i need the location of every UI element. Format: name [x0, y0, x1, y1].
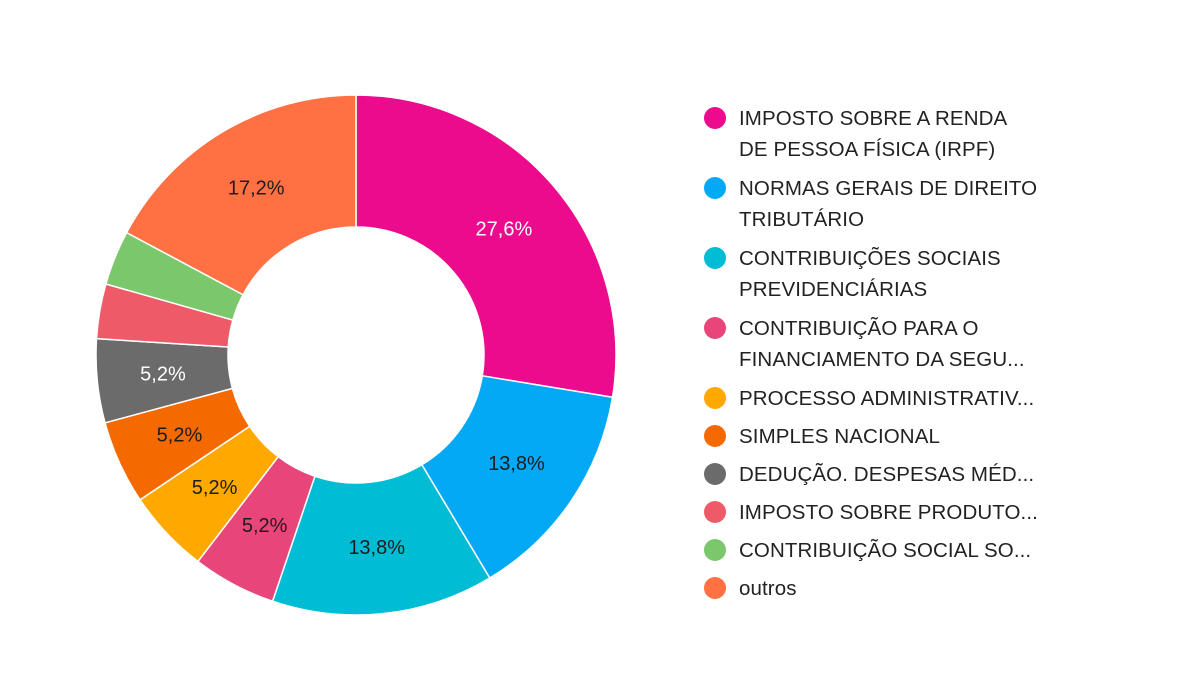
legend-label-line: IMPOSTO SOBRE PRODUTO... [739, 501, 1038, 524]
legend-item-5: PROCESSO ADMINISTRATIV... [704, 383, 1144, 421]
legend-swatch-icon [704, 177, 726, 199]
donut-slice-2 [420, 374, 614, 579]
legend-item-6: SIMPLES NACIONAL [704, 421, 1144, 459]
legend-swatch-icon [704, 501, 726, 523]
slice-data-label-7: 5,2% [140, 363, 186, 385]
legend-label-line: FINANCIAMENTO DA SEGU... [739, 348, 1025, 371]
chart-legend: IMPOSTO SOBRE A RENDA DE PESSOA FÍSICA (I… [704, 103, 1144, 611]
legend-label-line: SIMPLES NACIONAL [739, 425, 940, 448]
legend-swatch-icon [704, 425, 726, 447]
legend-swatch-icon [704, 539, 726, 561]
donut-slice-10 [125, 94, 357, 296]
legend-label-line: CONTRIBUIÇÃO SOCIAL SO... [739, 539, 1032, 562]
legend-label-line: TRIBUTÁRIO [739, 208, 865, 231]
legend-label: NORMAS GERAIS DE DIREITO TRIBUTÁRIO [739, 173, 1037, 235]
legend-label-line: DE PESSOA FÍSICA (IRPF) [739, 138, 996, 161]
slice-data-label-10: 17,2% [228, 178, 285, 200]
slice-data-label-5: 5,2% [192, 477, 238, 499]
legend-label-line: PREVIDENCIÁRIAS [739, 278, 928, 301]
legend-swatch-icon [704, 247, 726, 269]
legend-label: DEDUÇÃO. DESPESAS MÉD... [739, 459, 1034, 490]
legend-item-10: outros [704, 573, 1144, 611]
legend-label: SIMPLES NACIONAL [739, 421, 940, 452]
slice-data-label-2: 13,8% [488, 453, 545, 475]
donut-slice-1 [355, 94, 617, 399]
legend-swatch-icon [704, 463, 726, 485]
legend-swatch-icon [704, 317, 726, 339]
legend-label-line: PROCESSO ADMINISTRATIV... [739, 387, 1035, 410]
donut-chart: 27,6%13,8%13,8%5,2%5,2%5,2%5,2%17,2% [95, 94, 617, 616]
legend-label-line: CONTRIBUIÇÃO PARA O [739, 317, 979, 340]
slice-data-label-3: 13,8% [348, 537, 405, 559]
legend-label-line: IMPOSTO SOBRE A RENDA [739, 107, 1008, 130]
slice-data-label-1: 27,6% [476, 218, 533, 240]
legend-label: CONTRIBUIÇÕES SOCIAIS PREVIDENCIÁRIAS [739, 243, 1001, 305]
legend-swatch-icon [704, 387, 726, 409]
legend-label-line: outros [739, 577, 797, 600]
legend-item-3: CONTRIBUIÇÕES SOCIAIS PREVIDENCIÁRIAS [704, 243, 1144, 313]
donut-slice-3 [271, 463, 491, 616]
legend-item-4: CONTRIBUIÇÃO PARA O FINANCIAMENTO DA SEGU… [704, 313, 1144, 383]
legend-label-line: NORMAS GERAIS DE DIREITO [739, 177, 1038, 200]
legend-swatch-icon [704, 107, 726, 129]
legend-item-8: IMPOSTO SOBRE PRODUTO... [704, 497, 1144, 535]
slice-data-label-6: 5,2% [157, 424, 203, 446]
legend-label-line: CONTRIBUIÇÕES SOCIAIS [739, 247, 1001, 270]
legend-item-1: IMPOSTO SOBRE A RENDA DE PESSOA FÍSICA (I… [704, 103, 1144, 173]
legend-label: outros [739, 573, 797, 604]
legend-item-2: NORMAS GERAIS DE DIREITO TRIBUTÁRIO [704, 173, 1144, 243]
legend-label: CONTRIBUIÇÃO SOCIAL SO... [739, 535, 1031, 566]
legend-label: PROCESSO ADMINISTRATIV... [739, 383, 1034, 414]
legend-swatch-icon [704, 577, 726, 599]
legend-item-7: DEDUÇÃO. DESPESAS MÉD... [704, 459, 1144, 497]
legend-label-line: DEDUÇÃO. DESPESAS MÉD... [739, 463, 1035, 486]
legend-item-9: CONTRIBUIÇÃO SOCIAL SO... [704, 535, 1144, 573]
legend-label: CONTRIBUIÇÃO PARA O FINANCIAMENTO DA SEGU… [739, 313, 1025, 375]
legend-label: IMPOSTO SOBRE A RENDA DE PESSOA FÍSICA (I… [739, 103, 1007, 165]
slice-data-label-4: 5,2% [242, 515, 288, 537]
legend-label: IMPOSTO SOBRE PRODUTO... [739, 497, 1038, 528]
